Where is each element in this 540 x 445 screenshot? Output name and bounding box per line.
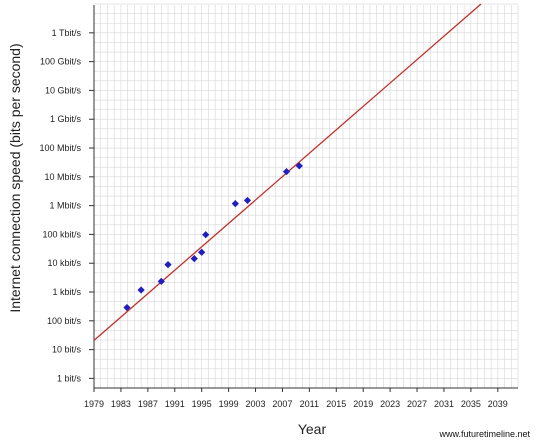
y-tick-label: 100 Gbit/s [40, 57, 82, 67]
source-credit: www.futuretimeline.net [438, 429, 530, 439]
y-tick-label: 1 bit/s [57, 373, 82, 383]
y-tick-label: 10 Gbit/s [45, 85, 82, 95]
x-tick-label: 1979 [84, 399, 104, 409]
x-tick-label: 2039 [488, 399, 508, 409]
x-tick-label: 1987 [138, 399, 158, 409]
y-tick-label: 1 Mbit/s [49, 201, 81, 211]
data-point [202, 231, 210, 239]
x-axis-ticks: 1979 1983 1987 1991 1995 1999 2003 2007 2011 2015… [84, 388, 508, 409]
x-tick-label: 1991 [165, 399, 185, 409]
grid [93, 3, 519, 389]
y-tick-label: 1 Tbit/s [52, 28, 82, 38]
data-point [282, 168, 291, 176]
data-points [123, 162, 303, 312]
data-point [198, 248, 206, 256]
y-axis-label: Internet connection speed (bits per seco… [7, 43, 23, 312]
y-tick-label: 1 Gbit/s [50, 114, 82, 124]
data-point [123, 303, 131, 312]
y-tick-label: 1 kbit/s [52, 287, 81, 297]
x-tick-label: 2035 [461, 399, 481, 409]
data-point [231, 200, 239, 208]
y-tick-label: 10 bit/s [52, 345, 82, 355]
x-tick-label: 2015 [326, 399, 346, 409]
y-axis-ticks: 1 bit/s 10 bit/s 100 bit/s 1 kbit/s 10 kbit/… [39, 28, 94, 383]
data-point [164, 261, 172, 269]
x-tick-label: 1999 [219, 399, 239, 409]
x-tick-label: 2011 [300, 399, 319, 409]
y-tick-label: 100 kbit/s [42, 229, 81, 239]
x-tick-label: 2019 [353, 399, 373, 409]
data-point [295, 162, 303, 170]
y-tick-label: 100 bit/s [47, 316, 82, 326]
data-point [137, 286, 145, 294]
y-tick-label: 10 kbit/s [47, 258, 81, 268]
x-tick-label: 2031 [434, 399, 454, 409]
x-tick-label: 1983 [111, 399, 131, 409]
x-axis-label: Year [298, 421, 327, 437]
data-point [243, 196, 252, 205]
x-tick-label: 2003 [246, 399, 266, 409]
x-tick-label: 2007 [272, 399, 292, 409]
x-tick-label: 2027 [407, 399, 427, 409]
y-tick-label: 100 Mbit/s [39, 143, 81, 153]
data-point [190, 255, 198, 263]
x-tick-label: 2023 [380, 399, 400, 409]
data-point [157, 277, 165, 285]
y-tick-label: 10 Mbit/s [44, 172, 81, 182]
x-tick-label: 1995 [192, 399, 212, 409]
